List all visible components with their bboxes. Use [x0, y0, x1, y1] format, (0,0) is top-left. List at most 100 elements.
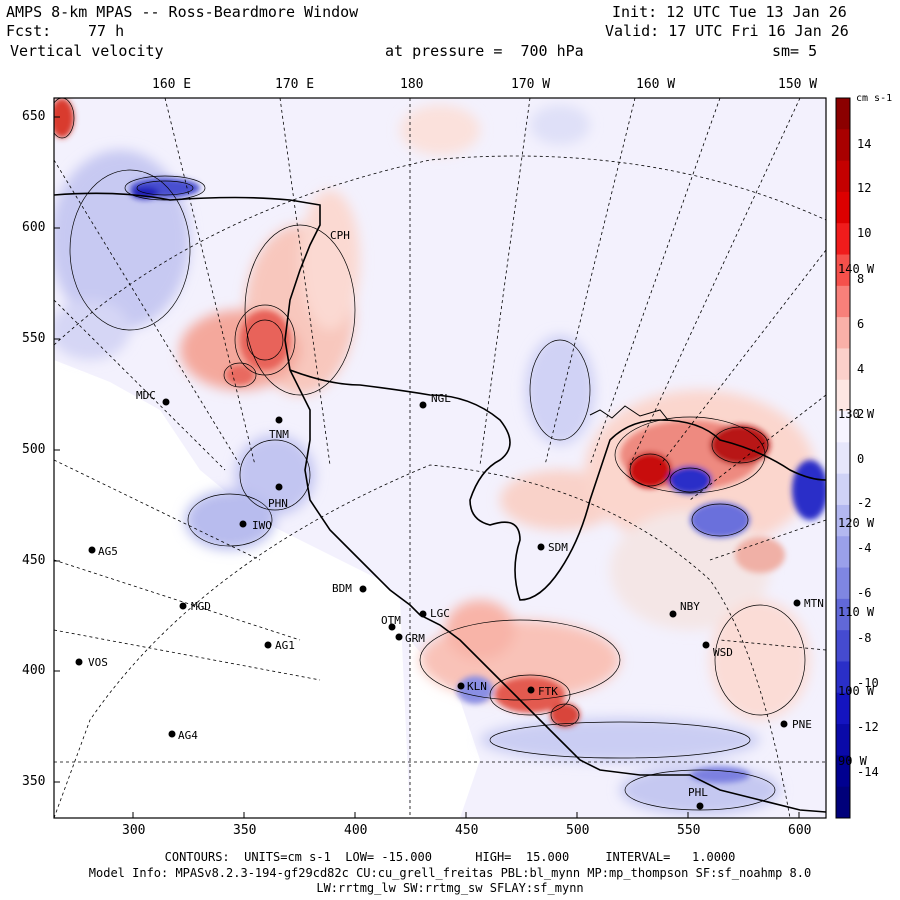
- station-phl: PHL: [688, 786, 708, 810]
- smoothing: sm= 5: [772, 42, 818, 60]
- x-axis-label: 350: [233, 823, 257, 838]
- station-label-grm: GRM: [405, 632, 425, 645]
- axis-ticks: [54, 116, 800, 818]
- colorbar-label: -14: [857, 765, 879, 779]
- x-axis-label: 550: [677, 823, 701, 838]
- station-label-ag1: AG1: [275, 639, 295, 652]
- station-label-phn: PHN: [268, 497, 288, 510]
- station-otm: OTM: [381, 614, 401, 631]
- colorbar-label: 4: [857, 362, 865, 376]
- y-axis-label: 600: [22, 220, 46, 235]
- contour-lines: [54, 98, 806, 811]
- station-ag4: AG4: [168, 729, 198, 742]
- plot-frame: [53, 97, 827, 819]
- pressure-level: at pressure = 700 hPa: [385, 42, 584, 60]
- colorbar-segment: [836, 223, 850, 256]
- y-axis-label: 500: [22, 442, 46, 457]
- station-mtn: MTN: [793, 597, 824, 610]
- colorbar-label: 8: [857, 272, 865, 286]
- lon-label-90w: 90 W: [838, 754, 867, 768]
- station-sdm: SDM: [537, 541, 568, 554]
- forecast-label: Fcst:: [6, 22, 52, 40]
- colorbar-segment: [836, 442, 850, 475]
- lon-label-120w: 120 W: [838, 516, 875, 530]
- x-axis-label: 600: [788, 823, 812, 838]
- coastline: [54, 192, 826, 813]
- station-lgc: LGC: [419, 607, 450, 620]
- station-label-phl: PHL: [688, 786, 708, 799]
- lon-label-100w: 100 W: [838, 684, 875, 698]
- colorbar-segment: [836, 129, 850, 162]
- lon-label-160w: 160 W: [636, 77, 676, 92]
- colorbar-segment: [836, 98, 850, 130]
- contour-info: CONTOURS: UNITS=cm s-1 LOW= -15.000 HIGH…: [164, 850, 736, 864]
- colorbar-units: cm s-1: [856, 93, 893, 104]
- station-label-ftk: FTK: [538, 685, 558, 698]
- colorbar-segment: [836, 661, 850, 694]
- lon-label-180: 180: [400, 77, 424, 92]
- station-pne: PNE: [780, 718, 812, 731]
- colorbar-segment: [836, 724, 850, 756]
- colorbar-label: 2: [857, 407, 865, 421]
- colorbar-segment: [836, 786, 850, 819]
- lon-label-150w: 150 W: [778, 77, 818, 92]
- colorbar-segment: [836, 504, 850, 537]
- colorbar: [836, 98, 850, 819]
- station-phn: PHN: [268, 483, 288, 510]
- station-ag5: AG5: [88, 545, 118, 558]
- y-axis-label: 650: [22, 109, 46, 124]
- station-ngl: NGL: [419, 392, 451, 409]
- x-axis-label: 500: [566, 823, 590, 838]
- station-markers: MDC TNM PHN IWO AG5 MGD AG1 VOS AG4 BDM …: [75, 229, 824, 810]
- colorbar-segment: [836, 536, 850, 569]
- station-label-sdm: SDM: [548, 541, 568, 554]
- colorbar-segment: [836, 411, 850, 443]
- lon-label-160e: 160 E: [152, 77, 192, 92]
- model-info: Model Info: MPASv8.2.3-194-gf29cd82c CU:…: [88, 866, 812, 880]
- field-name: Vertical velocity: [10, 42, 164, 60]
- plot-title: AMPS 8-km MPAS -- Ross-Beardmore Window: [6, 3, 359, 21]
- vertical-velocity-field: [54, 98, 826, 818]
- colorbar-segment: [836, 285, 850, 318]
- y-axis-label: 550: [22, 331, 46, 346]
- colorbar-label: -12: [857, 720, 879, 734]
- lon-label-170w: 170 W: [511, 77, 551, 92]
- station-label-lgc: LGC: [430, 607, 450, 620]
- x-axis-label: 300: [122, 823, 146, 838]
- colorbar-segment: [836, 317, 850, 349]
- station-kln: KLN: [457, 680, 487, 693]
- lon-label-170e: 170 E: [275, 77, 315, 92]
- colorbar-frame: [835, 97, 851, 819]
- colorbar-label: -10: [857, 676, 879, 690]
- station-ag1: AG1: [264, 639, 295, 652]
- graticule: [54, 98, 826, 818]
- colorbar-label: -6: [857, 586, 872, 600]
- colorbar-label: 6: [857, 317, 865, 331]
- station-label-cph: CPH: [330, 229, 350, 242]
- init-time: Init: 12 UTC Tue 13 Jan 26: [612, 3, 847, 21]
- station-label-nby: NBY: [680, 600, 700, 613]
- y-axis-label: 400: [22, 663, 46, 678]
- x-axis-label: 400: [344, 823, 368, 838]
- station-cph: CPH: [330, 229, 350, 242]
- station-label-pne: PNE: [792, 718, 812, 731]
- lon-label-130w: 130 W: [838, 407, 875, 421]
- station-label-iwo: IWO: [252, 519, 272, 532]
- colorbar-segment: [836, 473, 850, 506]
- colorbar-segment: [836, 191, 850, 224]
- colorbar-segment: [836, 692, 850, 725]
- colorbar-label: 0: [857, 452, 865, 466]
- y-axis-label: 450: [22, 553, 46, 568]
- station-label-bdm: BDM: [332, 582, 352, 595]
- colorbar-segment: [836, 254, 850, 287]
- colorbar-label: 12: [857, 181, 872, 195]
- station-ftk: FTK: [527, 685, 558, 698]
- station-wsd: WSD: [702, 641, 733, 659]
- station-label-ag4: AG4: [178, 729, 198, 742]
- colorbar-segment: [836, 160, 850, 193]
- station-vos: VOS: [75, 656, 108, 669]
- colorbar-segment: [836, 598, 850, 631]
- colorbar-label: 14: [857, 137, 872, 151]
- lon-label-110w: 110 W: [838, 605, 875, 619]
